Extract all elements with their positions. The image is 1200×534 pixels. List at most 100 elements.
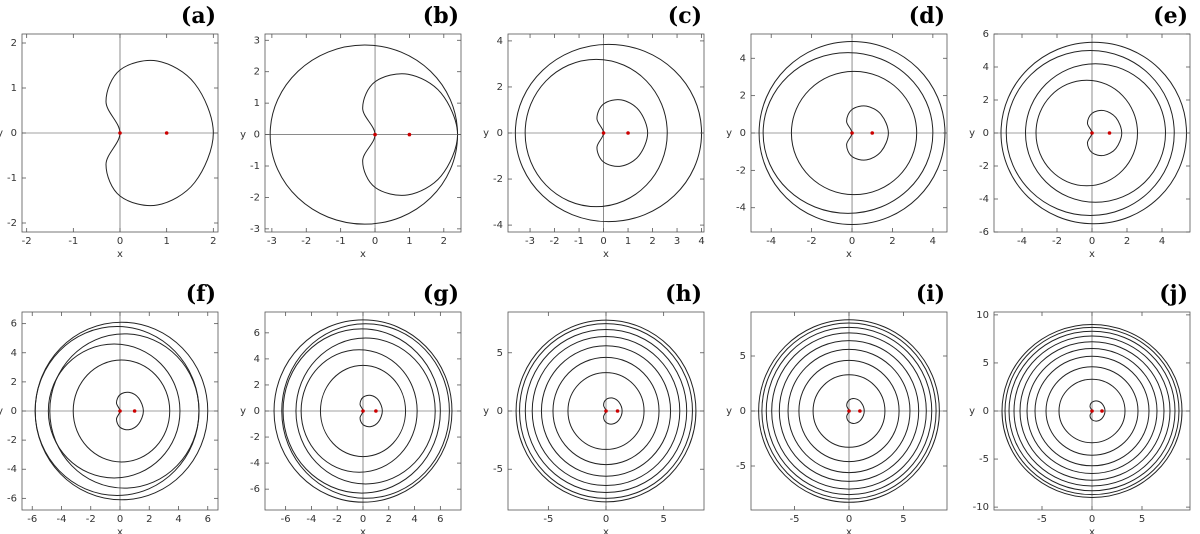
x-tick-label: 4 [411,514,417,525]
orbit-curve [1019,341,1165,481]
y-tick-label: -1 [7,173,17,184]
point [1100,409,1104,413]
orbit-curve [1001,323,1183,499]
panel-title: (f) [186,281,216,307]
y-tick-label: -6 [979,227,989,238]
orbit-curve [846,398,865,424]
y-axis-label: y [969,406,975,417]
y-axis-label: y [483,128,489,139]
y-tick-label: 2 [11,38,17,49]
orbit-curve [1000,41,1188,225]
x-tick-label: 5 [660,514,666,525]
orbit-curve [540,345,672,477]
y-axis-label: y [726,406,732,417]
y-tick-label: -5 [979,454,989,465]
x-tick-label: 2 [386,514,392,525]
plot-area [22,312,218,510]
orbit-curve [798,359,900,463]
y-axis-label: y [240,130,246,141]
point [601,131,606,135]
x-tick-label: -2 [86,514,96,525]
x-tick-label: -4 [57,514,67,525]
point [374,409,378,413]
y-tick-label: 4 [740,53,746,64]
orbit-curve [1005,49,1175,217]
panel-title: (h) [665,281,702,307]
y-tick-label: -5 [736,461,746,472]
y-tick-label: 0 [740,406,746,417]
x-tick-label: 0 [1089,514,1095,525]
orbit-curve [765,326,933,496]
y-tick-label: -10 [973,502,989,513]
panel-title: (i) [916,281,945,307]
x-tick-label: 1 [625,236,631,247]
x-axis-label: x [846,249,852,260]
x-tick-label: -3 [267,236,277,247]
x-tick-label: 0 [372,236,378,247]
y-tick-label: 4 [11,348,17,359]
point [118,409,122,413]
orbit-curve [758,319,940,503]
x-axis-label: x [360,249,366,260]
panel-title: (c) [668,3,702,29]
point [850,131,854,135]
x-tick-label: -1 [574,236,584,247]
orbit-curve [1034,355,1150,467]
y-tick-label: -4 [7,464,17,475]
y-tick-label: -4 [736,203,746,214]
orbit-curve [49,333,200,489]
x-axis-label: x [846,527,852,534]
orbit-curve [1008,330,1176,492]
plot-area [265,312,461,510]
x-tick-label: 2 [649,236,655,247]
x-tick-label: -4 [306,514,316,525]
orbit-curve [1035,79,1139,187]
y-tick-label: -4 [493,220,503,231]
y-tick-label: -2 [7,435,17,446]
x-tick-label: 1 [163,236,169,247]
y-tick-label: 2 [254,380,260,391]
y-axis-label: y [240,406,246,417]
point [361,409,365,413]
point [1107,131,1112,135]
orbit-curve [269,44,459,225]
x-tick-label: 4 [930,236,936,247]
x-axis-label: x [1089,527,1095,534]
orbit-curve [596,99,649,167]
orbit-curve [319,364,407,458]
orbit-curve [115,391,144,431]
x-tick-label: 0 [117,514,123,525]
orbit-curve [281,323,450,499]
orbit-curve [761,322,937,500]
x-axis-label: x [360,527,366,534]
x-tick-label: 2 [889,236,895,247]
y-tick-label: -6 [250,484,260,495]
y-tick-label: 2 [740,91,746,102]
orbit-curve [1013,335,1171,487]
y-tick-label: 6 [11,319,17,330]
plot-area [751,34,947,232]
y-tick-label: 6 [983,29,989,40]
orbit-curve [603,397,623,425]
x-tick-label: -5 [790,514,800,525]
y-tick-label: 0 [11,406,17,417]
point [407,132,412,137]
y-tick-label: 2 [983,95,989,106]
x-tick-label: -1 [336,236,346,247]
panel-title: (e) [1153,3,1188,29]
orbit-curve [790,70,918,196]
x-axis-label: x [1089,249,1095,260]
x-tick-label: 0 [846,514,852,525]
x-tick-label: 2 [1124,236,1130,247]
y-tick-label: 2 [254,67,260,78]
x-tick-label: -2 [301,236,311,247]
orbit-curve [300,349,418,473]
panel-title: (a) [181,3,216,29]
y-tick-label: -4 [979,194,989,205]
orbit-curve [787,348,911,474]
x-tick-label: -1 [68,236,78,247]
orbit-curve [812,374,886,448]
x-tick-label: 0 [603,514,609,525]
plot-area [508,34,704,232]
orbit-curve [524,58,668,208]
